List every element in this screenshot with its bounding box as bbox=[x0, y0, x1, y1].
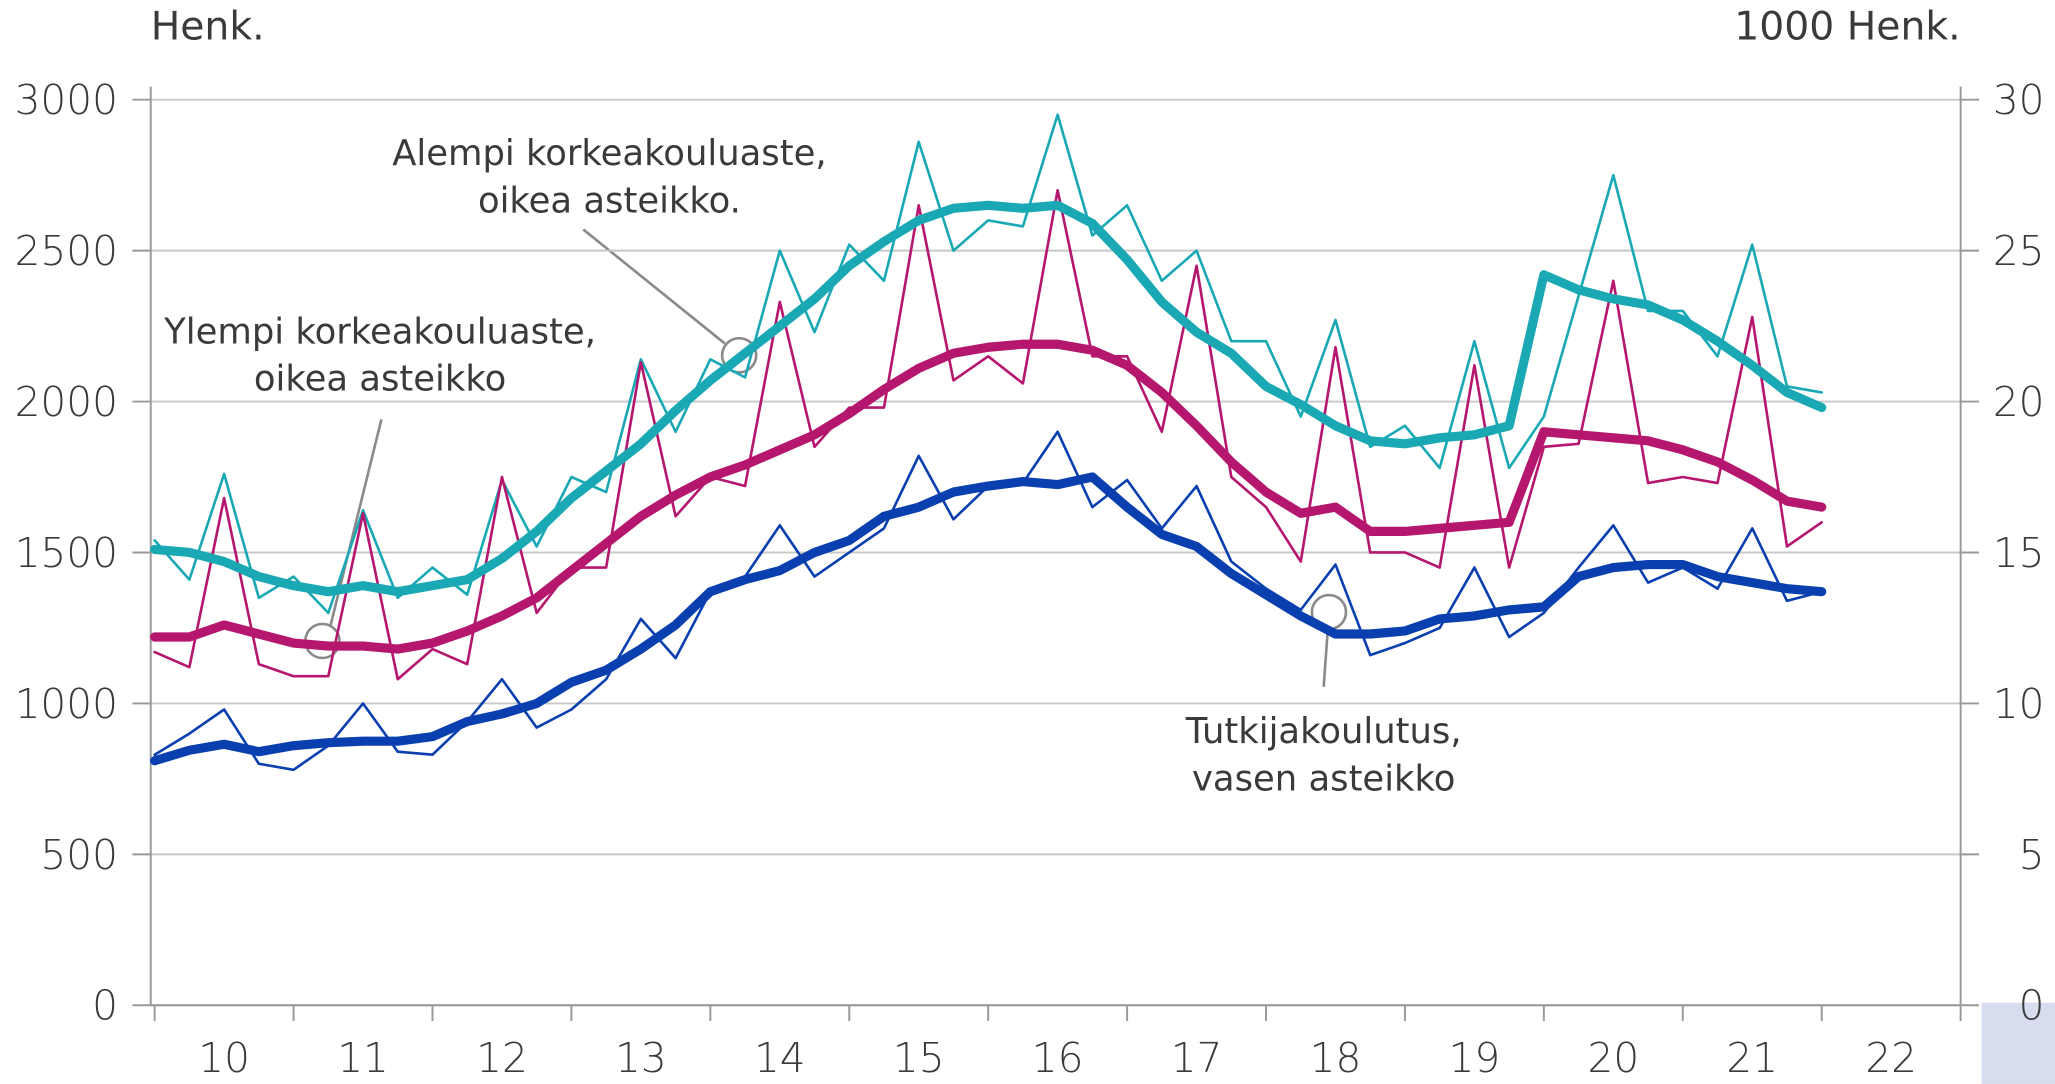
x-tick-label: 12 bbox=[476, 1034, 528, 1082]
series-line bbox=[153, 113, 1824, 615]
y2-tick-label: 30 bbox=[1993, 76, 2045, 124]
y-tick-label: 2000 bbox=[15, 378, 118, 426]
annotation-text: Alempi korkeakouluaste, bbox=[392, 133, 826, 174]
y2-tick-label: 5 bbox=[2019, 831, 2045, 879]
annotation-bg bbox=[472, 180, 747, 222]
x-tick-label: 14 bbox=[754, 1034, 806, 1082]
x-tick-label: 13 bbox=[615, 1034, 667, 1082]
x-tick-label: 10 bbox=[198, 1034, 250, 1082]
y-tick-label: 0 bbox=[92, 982, 118, 1030]
x-tick-label: 21 bbox=[1726, 1034, 1778, 1082]
x-tick-label: 11 bbox=[337, 1034, 389, 1082]
x-tick-label: 19 bbox=[1449, 1034, 1501, 1082]
annotation-bg bbox=[1179, 711, 1467, 753]
annotation-bg bbox=[386, 133, 832, 175]
y-tick-label: 2500 bbox=[15, 227, 118, 275]
y2-tick-label: 15 bbox=[1993, 529, 2045, 577]
annotation-bg bbox=[248, 358, 512, 400]
y2-axis-label: 1000 Henk. bbox=[1734, 4, 1960, 49]
annotation-text: Tutkijakoulutus, bbox=[1185, 711, 1462, 752]
annotation-bg bbox=[1186, 758, 1461, 800]
series-line bbox=[150, 472, 1827, 766]
x-tick-label: 20 bbox=[1587, 1034, 1639, 1082]
annotation-text: oikea asteikko bbox=[254, 359, 506, 400]
y-axis-label: Henk. bbox=[151, 4, 265, 49]
y2-tick-label: 25 bbox=[1993, 227, 2045, 275]
leader bbox=[328, 419, 383, 627]
y2-tick-label: 10 bbox=[1993, 680, 2045, 728]
leader bbox=[582, 228, 726, 345]
x-tick-label: 22 bbox=[1865, 1034, 1917, 1082]
annotation-text: Ylempi korkeakouluaste, bbox=[163, 311, 596, 352]
x-tick-label: 18 bbox=[1310, 1034, 1362, 1082]
x-tick-label: 17 bbox=[1171, 1034, 1223, 1082]
annotation-text: vasen asteikko bbox=[1192, 758, 1455, 799]
annotation-text: oikea asteikko. bbox=[478, 180, 741, 221]
annotation-bg bbox=[157, 311, 602, 353]
series-line bbox=[150, 339, 1827, 654]
y-tick-label: 1000 bbox=[15, 680, 118, 728]
y-tick-label: 3000 bbox=[15, 76, 118, 124]
series-line bbox=[150, 200, 1827, 597]
corner-box bbox=[1981, 1002, 2055, 1084]
series-line bbox=[153, 188, 1824, 681]
leader bbox=[1322, 631, 1329, 687]
y2-tick-label: 0 bbox=[2019, 982, 2045, 1030]
y-tick-label: 500 bbox=[40, 831, 118, 879]
y-tick-label: 1500 bbox=[15, 529, 118, 577]
x-tick-label: 15 bbox=[893, 1034, 945, 1082]
x-tick-label: 16 bbox=[1032, 1034, 1084, 1082]
leader-circle bbox=[720, 336, 758, 374]
y2-tick-label: 20 bbox=[1993, 378, 2045, 426]
